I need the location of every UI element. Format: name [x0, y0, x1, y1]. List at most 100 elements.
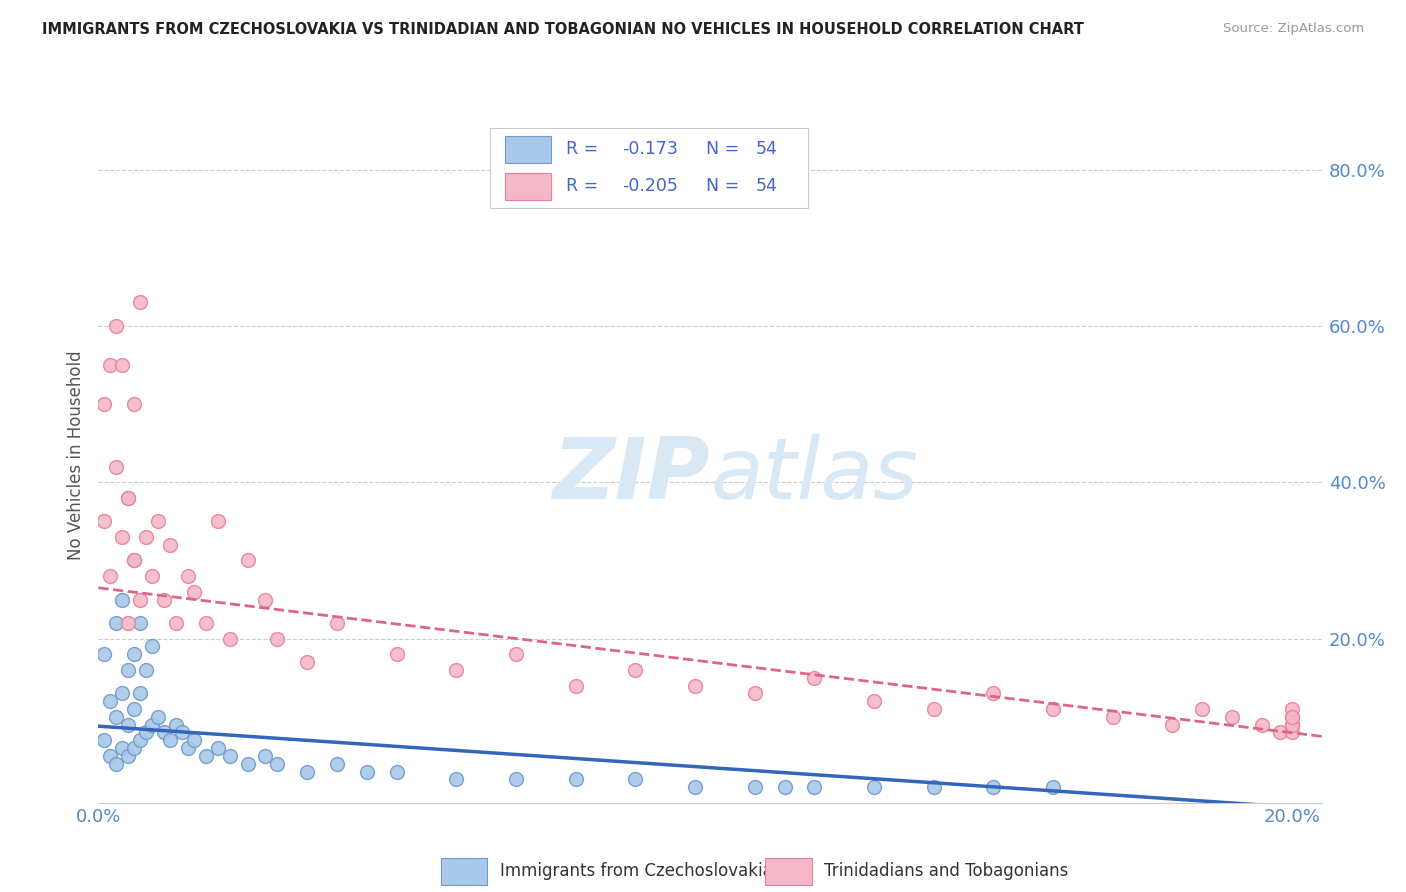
- Point: [385, 647, 408, 661]
- Point: [93, 647, 115, 661]
- Point: [135, 725, 157, 739]
- Point: [297, 655, 319, 669]
- Point: [922, 780, 945, 794]
- Point: [122, 647, 145, 661]
- Point: [141, 640, 163, 654]
- Point: [117, 491, 139, 505]
- Text: atlas: atlas: [710, 434, 918, 517]
- Text: N =: N =: [706, 178, 745, 195]
- Point: [266, 756, 288, 771]
- Point: [326, 615, 349, 630]
- Point: [122, 553, 145, 567]
- Point: [773, 780, 796, 794]
- Point: [170, 725, 193, 739]
- Point: [122, 741, 145, 756]
- Point: [983, 780, 1005, 794]
- Point: [105, 459, 128, 474]
- Point: [129, 615, 152, 630]
- Text: Trinidadians and Tobagonians: Trinidadians and Tobagonians: [824, 862, 1069, 880]
- Point: [98, 694, 121, 708]
- Point: [159, 733, 181, 747]
- Point: [146, 514, 169, 528]
- Point: [129, 592, 152, 607]
- Point: [1251, 717, 1274, 731]
- Point: [111, 530, 134, 544]
- Point: [122, 702, 145, 716]
- Point: [863, 694, 886, 708]
- Point: [1281, 702, 1303, 716]
- Point: [117, 491, 139, 505]
- Point: [207, 741, 229, 756]
- Point: [135, 663, 157, 677]
- Text: ZIP: ZIP: [553, 434, 710, 517]
- Text: -0.173: -0.173: [621, 140, 678, 159]
- Point: [744, 686, 766, 700]
- Point: [183, 733, 205, 747]
- Point: [194, 748, 217, 763]
- Point: [153, 592, 176, 607]
- Point: [983, 686, 1005, 700]
- Point: [93, 733, 115, 747]
- Text: 54: 54: [755, 140, 778, 159]
- Point: [105, 710, 128, 724]
- Point: [1101, 710, 1123, 724]
- Point: [194, 615, 217, 630]
- Point: [385, 764, 408, 779]
- Point: [111, 686, 134, 700]
- Text: N =: N =: [706, 140, 745, 159]
- Point: [1268, 725, 1291, 739]
- Point: [1281, 710, 1303, 724]
- Point: [1220, 710, 1243, 724]
- Point: [207, 514, 229, 528]
- Point: [177, 569, 200, 583]
- Point: [111, 358, 134, 372]
- Point: [93, 397, 115, 411]
- Point: [254, 592, 277, 607]
- Point: [505, 772, 527, 787]
- Point: [683, 780, 706, 794]
- Point: [165, 717, 187, 731]
- Point: [266, 632, 288, 646]
- Point: [1281, 725, 1303, 739]
- Point: [683, 679, 706, 693]
- Point: [863, 780, 886, 794]
- Point: [129, 733, 152, 747]
- Point: [446, 663, 468, 677]
- Point: [446, 772, 468, 787]
- Point: [129, 295, 152, 310]
- Point: [565, 772, 588, 787]
- Point: [98, 569, 121, 583]
- FancyBboxPatch shape: [505, 136, 551, 162]
- Point: [117, 615, 139, 630]
- Point: [624, 772, 647, 787]
- Point: [141, 569, 163, 583]
- FancyBboxPatch shape: [441, 858, 488, 885]
- Point: [218, 632, 240, 646]
- Point: [1281, 710, 1303, 724]
- Point: [141, 717, 163, 731]
- Point: [98, 748, 121, 763]
- Y-axis label: No Vehicles in Household: No Vehicles in Household: [66, 350, 84, 560]
- Point: [122, 553, 145, 567]
- Point: [1191, 702, 1213, 716]
- Point: [1042, 702, 1064, 716]
- Text: -0.205: -0.205: [621, 178, 678, 195]
- Point: [803, 780, 825, 794]
- Point: [105, 756, 128, 771]
- Point: [744, 780, 766, 794]
- Point: [236, 756, 259, 771]
- Point: [922, 702, 945, 716]
- Point: [165, 615, 187, 630]
- Point: [297, 764, 319, 779]
- FancyBboxPatch shape: [489, 128, 808, 208]
- Point: [1281, 717, 1303, 731]
- Point: [624, 663, 647, 677]
- Point: [117, 748, 139, 763]
- Point: [254, 748, 277, 763]
- Point: [1281, 717, 1303, 731]
- Point: [326, 756, 349, 771]
- Point: [146, 710, 169, 724]
- Point: [236, 553, 259, 567]
- Point: [117, 717, 139, 731]
- Text: 54: 54: [755, 178, 778, 195]
